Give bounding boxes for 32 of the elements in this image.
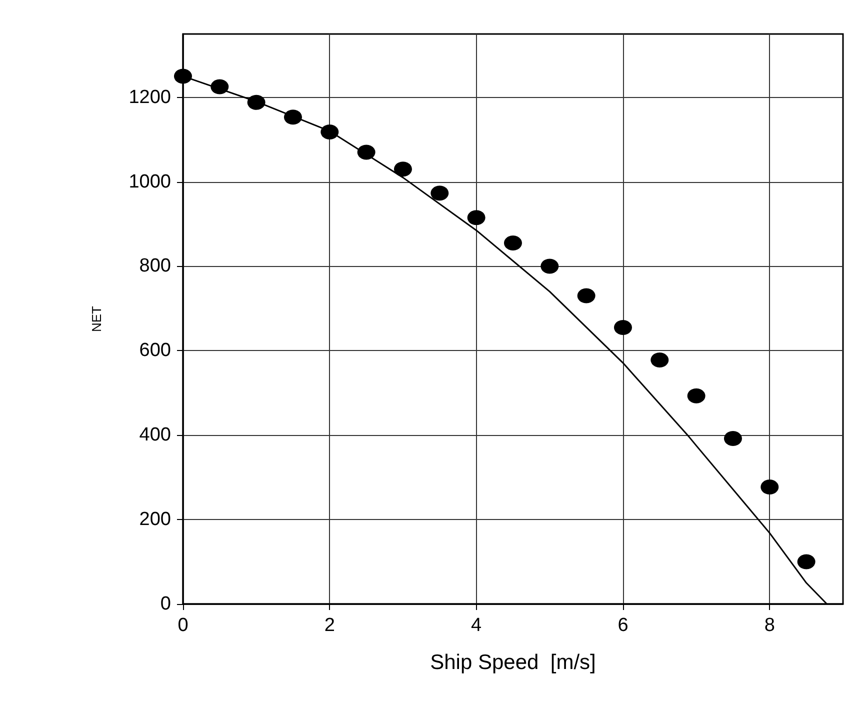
y-tick-label: 200 [139, 509, 171, 530]
y-tick-label: 800 [139, 256, 171, 277]
point [174, 68, 192, 84]
point [394, 162, 412, 177]
y-axis-title: NET [89, 306, 104, 332]
point [504, 236, 522, 250]
x-tick-label: 4 [471, 615, 482, 636]
point [797, 554, 816, 570]
point [247, 94, 266, 110]
y-tick-label: 0 [160, 594, 171, 614]
point [614, 320, 632, 335]
point [577, 288, 596, 304]
point [467, 210, 486, 226]
point [760, 480, 779, 495]
point [540, 258, 559, 274]
y-tick-label: 600 [139, 340, 171, 362]
point [210, 79, 229, 94]
point [357, 144, 376, 160]
y-tick-label: 1000 [128, 171, 171, 192]
x-tick-label: 2 [324, 615, 335, 636]
point [430, 186, 449, 201]
x-axis-title: Ship Speed [m/s] [430, 651, 596, 674]
point [650, 352, 669, 368]
point [284, 110, 302, 125]
y-tick-label: 1200 [128, 86, 171, 108]
x-tick-label: 8 [764, 615, 775, 636]
point [724, 430, 742, 446]
point [320, 124, 339, 140]
y-tick-label: 400 [139, 424, 171, 446]
x-tick-label: 0 [178, 615, 188, 636]
x-tick-label: 6 [618, 615, 628, 636]
point [687, 388, 706, 404]
